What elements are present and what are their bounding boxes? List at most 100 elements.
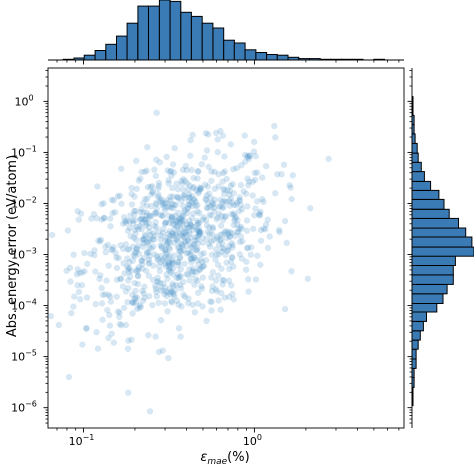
scatter-point: [225, 293, 233, 301]
scatter-point: [157, 252, 164, 260]
scatter-point: [226, 233, 234, 240]
scatter-point: [171, 226, 178, 233]
scatter-point: [124, 389, 132, 396]
scatter-point: [98, 300, 106, 307]
scatter-point: [227, 141, 235, 148]
scatter-point: [237, 223, 245, 231]
scatter-point: [209, 202, 216, 209]
scatter-point: [289, 172, 297, 179]
scatter-point: [228, 253, 236, 261]
scatter-point: [122, 321, 130, 329]
right-hist-bar: [411, 161, 422, 173]
scatter-point: [220, 185, 227, 193]
scatter-point: [180, 208, 188, 216]
scatter-point: [241, 158, 249, 165]
scatter-point: [106, 322, 114, 329]
scatter-point: [197, 256, 204, 264]
scatter-point: [262, 162, 270, 170]
scatter-point: [238, 161, 245, 169]
scatter-point: [190, 223, 198, 231]
scatter-point: [189, 241, 197, 248]
scatter-point: [257, 237, 265, 244]
scatter-point: [217, 127, 224, 135]
scatter-point: [169, 280, 176, 288]
scatter-point: [141, 195, 149, 203]
scatter-point: [208, 298, 215, 306]
scatter-point: [143, 212, 150, 219]
scatter-point: [177, 248, 185, 255]
scatter-point: [133, 305, 141, 313]
top-hist-bar: [180, 11, 192, 61]
scatter-point: [162, 219, 170, 226]
scatter-point: [165, 176, 172, 184]
scatter-point: [236, 207, 243, 215]
scatter-point: [152, 199, 160, 207]
scatter-point: [192, 246, 200, 254]
scatter-point: [224, 228, 231, 236]
scatter-point: [194, 219, 202, 227]
scatter-point: [125, 265, 132, 273]
scatter-point: [143, 238, 150, 246]
scatter-point: [194, 201, 201, 209]
scatter-point: [190, 174, 197, 182]
scatter-point: [170, 291, 177, 298]
scatter-point: [189, 226, 197, 234]
scatter-point: [129, 243, 137, 250]
scatter-point: [271, 122, 278, 130]
scatter-point: [114, 193, 122, 200]
scatter-point: [158, 244, 166, 252]
scatter-point: [123, 263, 131, 270]
scatter-point: [240, 188, 247, 195]
scatter-point: [237, 201, 245, 209]
scatter-point: [185, 191, 193, 198]
scatter-point: [157, 235, 164, 243]
scatter-point: [146, 259, 153, 266]
scatter-point: [244, 245, 251, 252]
scatter-point: [194, 245, 201, 252]
scatter-point: [226, 233, 233, 240]
scatter-point: [233, 199, 241, 206]
scatter-point: [199, 216, 207, 223]
scatter-point: [161, 201, 168, 208]
scatter-point: [173, 180, 180, 187]
right-hist-bar: [411, 265, 454, 276]
scatter-point: [208, 238, 215, 245]
top-marginal-histogram: [48, 0, 404, 61]
scatter-point: [199, 262, 207, 270]
scatter-point: [157, 287, 164, 294]
scatter-point: [155, 299, 162, 307]
scatter-point: [236, 193, 243, 201]
scatter-point: [202, 216, 210, 224]
scatter-point: [185, 197, 193, 205]
scatter-point: [183, 166, 190, 174]
scatter-point: [95, 237, 102, 245]
scatter-point: [325, 155, 332, 163]
scatter-point: [194, 208, 201, 215]
scatter-point: [175, 215, 183, 223]
scatter-point: [167, 204, 175, 211]
scatter-point: [162, 254, 170, 261]
scatter-point: [116, 309, 123, 316]
scatter-point: [129, 291, 136, 298]
scatter-point: [148, 245, 155, 252]
scatter-point: [175, 195, 182, 202]
right-hist-bar: [411, 217, 459, 229]
scatter-point: [168, 213, 176, 221]
scatter-point: [164, 196, 171, 204]
scatter-point: [76, 269, 83, 277]
scatter-point: [206, 211, 213, 219]
scatter-point: [150, 262, 157, 270]
scatter-point: [132, 299, 140, 306]
scatter-point: [203, 222, 211, 229]
scatter-point: [180, 192, 187, 199]
scatter-point: [81, 267, 88, 275]
scatter-point: [219, 198, 226, 206]
scatter-point: [198, 282, 205, 290]
scatter-point: [186, 194, 193, 201]
scatter-point: [288, 268, 295, 275]
scatter-point: [159, 347, 166, 354]
top-hist-bar: [116, 35, 128, 61]
scatter-point: [164, 230, 172, 238]
x-axis-ticks: 10−1 100: [56, 60, 400, 448]
